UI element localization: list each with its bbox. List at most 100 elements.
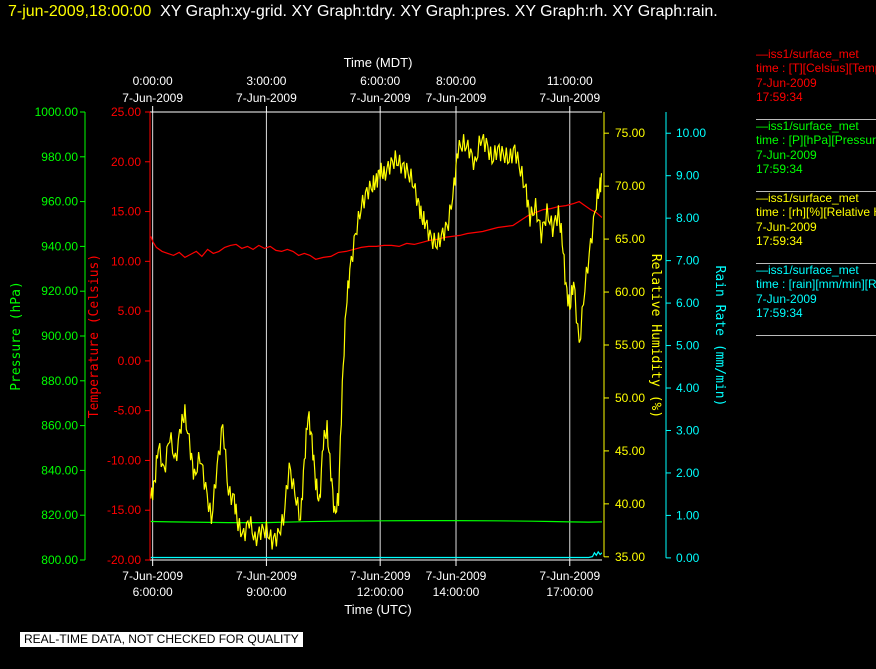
page-header: 7-jun-2009,18:00:00 XY Graph:xy-grid. XY…: [8, 3, 718, 21]
y-tick-label-pres: 820.00: [41, 508, 78, 522]
y-axis-tdry: 25.00 20.00 15.00 10.00 5.00 0.00 -5.00 -10.00 -…: [87, 105, 150, 567]
y-tick-label-rh: 55.00: [615, 338, 645, 352]
y-tick-label-pres: 860.00: [41, 419, 78, 433]
y-axis-title-tdry: Temperature (Celsius): [87, 254, 102, 418]
y-tick-label-pres: 980.00: [41, 150, 78, 164]
bottom-tick-date: 7-Jun-2009: [426, 569, 487, 583]
bottom-tick-date: 7-Jun-2009: [539, 569, 600, 583]
top-tick-time: 8:00:00: [436, 74, 476, 88]
top-tick-time: 6:00:00: [360, 74, 400, 88]
y-tick-label-tdry: 25.00: [111, 105, 141, 119]
legend-entry-line1: —iss1/surface_met: [756, 119, 859, 133]
legend-entry: —iss1/surface_met time : [rain][mm/min][R…: [756, 263, 876, 336]
legend-entry-line4: 17:59:34: [756, 306, 803, 321]
quality-disclaimer: REAL-TIME DATA, NOT CHECKED FOR QUALITY: [20, 632, 303, 647]
top-tick-date: 7-Jun-2009: [426, 91, 487, 105]
y-tick-label-tdry: 10.00: [111, 254, 141, 268]
y-tick-label-pres: 800.00: [41, 553, 78, 567]
time-axes-group: Time (MDT) 0:00:00 7-Jun-2009 3:00:00 7-Jun-…: [122, 55, 600, 617]
top-tick-date: 7-Jun-2009: [236, 91, 297, 105]
legend-entry-line2: time : [P][hPa][Pressure]: [756, 133, 876, 148]
legend-entry-line2: time : [rh][%][Relative Humidity]: [756, 205, 876, 220]
header-timestamp: 7-jun-2009,18:00:00: [8, 3, 152, 20]
series-line-tdry: [150, 200, 602, 260]
y-tick-label-rain: 10.00: [676, 126, 706, 140]
y-tick-label-rain: 6.00: [676, 296, 700, 310]
y-tick-label-rain: 4.00: [676, 381, 700, 395]
y-tick-label-rain: 7.00: [676, 254, 700, 268]
y-tick-label-tdry: -10.00: [107, 453, 141, 467]
y-axis-title-rain: Rain Rate (mm/min): [712, 266, 727, 407]
bottom-tick-time: 12:00:00: [357, 585, 404, 599]
y-tick-label-rain: 3.00: [676, 423, 700, 437]
bottom-tick-time: 14:00:00: [433, 585, 480, 599]
y-tick-label-tdry: -15.00: [107, 503, 141, 517]
y-tick-label-tdry: 20.00: [111, 155, 141, 169]
y-tick-label-rh: 50.00: [615, 391, 645, 405]
legend-entry-line3: 7-Jun-2009: [756, 147, 817, 162]
y-axis-title-pres: Pressure (hPa): [9, 281, 24, 391]
top-tick-date: 7-Jun-2009: [350, 91, 411, 105]
plot-frame: [149, 111, 602, 561]
y-tick-label-rain: 0.00: [676, 551, 700, 565]
y-tick-label-tdry: -5.00: [114, 404, 142, 418]
y-tick-label-pres: 900.00: [41, 329, 78, 343]
bottom-tick-date: 7-Jun-2009: [236, 569, 297, 583]
y-tick-label-tdry: 0.00: [118, 354, 142, 368]
bottom-tick-date: 7-Jun-2009: [350, 569, 411, 583]
legend-entry: —iss1/surface_met time : [T][Celsius][Tem…: [756, 47, 876, 120]
bottom-tick-time: 17:00:00: [546, 585, 593, 599]
top-axis-title: Time (MDT): [344, 55, 413, 70]
y-tick-label-rh: 70.00: [615, 179, 645, 193]
top-tick-date: 7-Jun-2009: [539, 91, 600, 105]
legend-entry-line4: 17:59:34: [756, 162, 803, 177]
legend-entry-line3: 7-Jun-2009: [756, 291, 817, 306]
series-line-rh: [150, 134, 602, 550]
y-tick-label-rain: 1.00: [676, 508, 700, 522]
bottom-tick-date: 7-Jun-2009: [122, 569, 183, 583]
y-tick-label-rain: 9.00: [676, 169, 700, 183]
y-tick-label-pres: 840.00: [41, 463, 78, 477]
y-axis-rh: 75.00 70.00 65.00 60.00 55.00 50.00 45.00 40.00…: [603, 112, 663, 564]
y-axis-rain: 10.00 9.00 8.00 7.00 6.00 5.00 4.00 3.00 2.00 1.0…: [665, 112, 727, 565]
legend-entry-line4: 17:59:34: [756, 90, 803, 105]
y-tick-label-rh: 75.00: [615, 126, 645, 140]
legend-entry-line2: time : [rain][mm/min][Rain Rate]: [756, 277, 876, 292]
legend-entry-line2: time : [T][Celsius][Temperature]: [756, 61, 876, 76]
y-tick-label-rain: 8.00: [676, 211, 700, 225]
top-tick-time: 0:00:00: [133, 74, 173, 88]
y-tick-label-rh: 40.00: [615, 497, 645, 511]
y-tick-label-tdry: -20.00: [107, 553, 141, 567]
bottom-tick-time: 9:00:00: [246, 585, 286, 599]
y-axis-pres: 1000.00 980.00 960.00 940.00 920.00 900.00 880…: [9, 105, 86, 567]
y-tick-label-rh: 60.00: [615, 285, 645, 299]
series-line-pres: [150, 519, 602, 524]
y-tick-label-tdry: 5.00: [118, 304, 142, 318]
header-graph-list: XY Graph:xy-grid. XY Graph:tdry. XY Grap…: [160, 3, 718, 20]
legend-entry-line1: —iss1/surface_met: [756, 47, 859, 61]
legend-entry-line4: 17:59:34: [756, 234, 803, 249]
legend-entry: —iss1/surface_met time : [rh][%][Relative…: [756, 191, 876, 264]
legend-entry-line3: 7-Jun-2009: [756, 219, 817, 234]
y-tick-label-tdry: 15.00: [111, 205, 141, 219]
y-tick-label-rain: 2.00: [676, 466, 700, 480]
y-tick-label-rain: 5.00: [676, 339, 700, 353]
y-tick-label-pres: 940.00: [41, 239, 78, 253]
y-tick-label-pres: 880.00: [41, 374, 78, 388]
y-tick-label-pres: 960.00: [41, 195, 78, 209]
legend-entry-line3: 7-Jun-2009: [756, 75, 817, 90]
legend-entry-line1: —iss1/surface_met: [756, 263, 859, 277]
y-tick-label-rh: 35.00: [615, 550, 645, 564]
y-tick-label-rh: 65.00: [615, 232, 645, 246]
top-tick-time: 11:00:00: [547, 74, 593, 88]
top-tick-time: 3:00:00: [246, 74, 286, 88]
y-tick-label-pres: 1000.00: [35, 105, 79, 119]
legend-entry-line1: —iss1/surface_met: [756, 191, 859, 205]
series-group: [150, 134, 602, 559]
y-tick-label-rh: 45.00: [615, 444, 645, 458]
legend-entry: —iss1/surface_met time : [P][hPa][Pressur…: [756, 119, 876, 192]
y-axis-title-rh: Relative Humidity (%): [648, 254, 663, 418]
series-line-rain: [150, 550, 602, 559]
bottom-axis-title: Time (UTC): [344, 602, 411, 617]
